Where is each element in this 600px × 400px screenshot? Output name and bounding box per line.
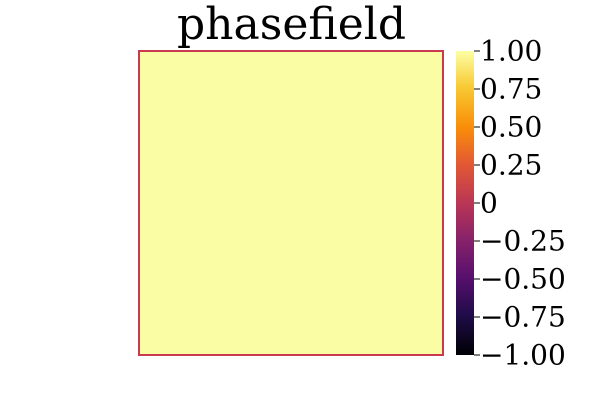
chart-title: phasefield bbox=[177, 0, 406, 50]
colorbar-tick-label: 0.25 bbox=[480, 149, 542, 182]
colorbar-tick-label: −1.00 bbox=[480, 339, 566, 372]
colorbar-tick-label: −0.25 bbox=[480, 225, 566, 258]
colorbar-tick-label: 0 bbox=[480, 187, 498, 220]
colorbar-tick-label: −0.75 bbox=[480, 301, 566, 334]
colorbar-tick-label: 0.50 bbox=[480, 111, 542, 144]
colorbar-tick-label: −0.50 bbox=[480, 263, 566, 296]
heatmap-cell bbox=[139, 51, 443, 355]
colorbar-tick-label: 1.00 bbox=[480, 35, 542, 68]
plot-frame bbox=[138, 50, 444, 356]
colorbar-tick-label: 0.75 bbox=[480, 73, 542, 106]
colorbar bbox=[456, 51, 474, 355]
